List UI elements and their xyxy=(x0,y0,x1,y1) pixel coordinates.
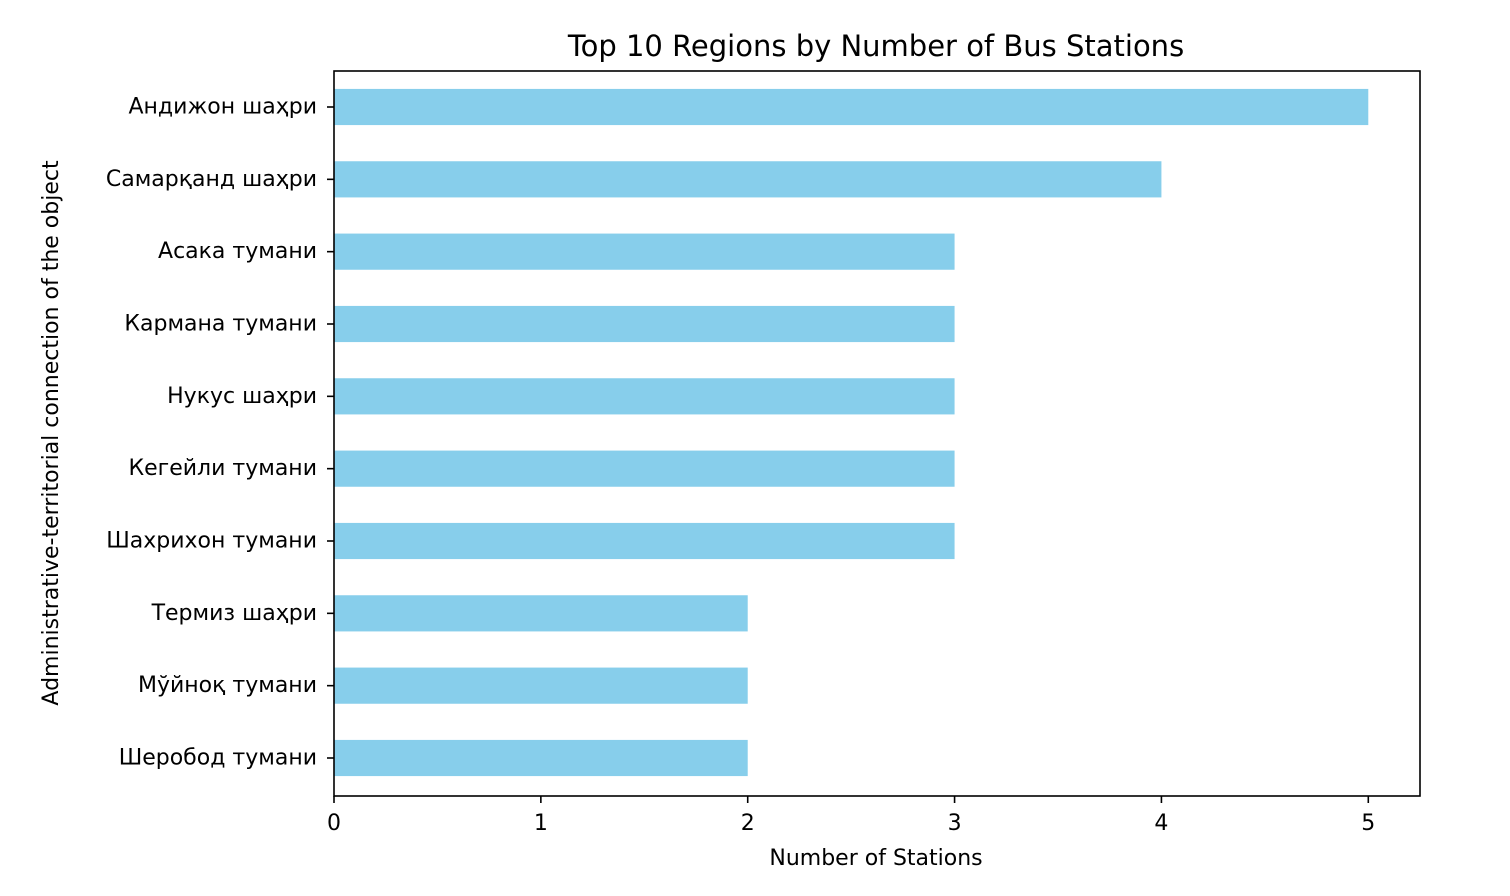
y-tick-label: Кегейли тумани xyxy=(129,456,318,481)
y-tick-label: Нукус шаҳри xyxy=(167,384,317,409)
bars-group xyxy=(334,88,1369,777)
bar xyxy=(334,595,748,632)
bar xyxy=(334,88,1369,126)
x-tick-label: 2 xyxy=(741,811,755,836)
bar xyxy=(334,739,748,777)
x-tick-label: 5 xyxy=(1361,811,1375,836)
chart-title: Top 10 Regions by Number of Bus Stations xyxy=(567,29,1184,63)
x-tick-label: 4 xyxy=(1154,811,1168,836)
x-axis-label: Number of Stations xyxy=(769,846,982,871)
bar xyxy=(334,667,748,704)
y-axis-label: Administrative-territorial connection of… xyxy=(39,160,64,706)
bar xyxy=(334,522,955,560)
bar xyxy=(334,378,955,415)
y-tick-label: Андижон шаҳри xyxy=(129,95,318,120)
bar xyxy=(334,450,955,487)
y-tick-label: Мўйноқ тумани xyxy=(138,673,317,698)
y-tick-label: Самарқанд шаҳри xyxy=(106,167,317,192)
y-tick-label: Асака тумани xyxy=(158,239,317,264)
y-tick-label: Термиз шаҳри xyxy=(151,601,317,626)
x-tick-label: 1 xyxy=(534,811,548,836)
x-tick-label: 3 xyxy=(948,811,962,836)
y-axis-ticks: Андижон шаҳри Самарқанд шаҳри Асака тумани… xyxy=(106,95,334,771)
y-tick-label: Шахрихон тумани xyxy=(106,529,317,554)
y-tick-label: Кармана тумани xyxy=(124,312,317,337)
y-tick-label: Шеробод тумани xyxy=(119,746,317,771)
bar xyxy=(334,305,955,343)
bar xyxy=(334,161,1162,198)
plot-frame xyxy=(333,70,1421,797)
bar xyxy=(334,233,955,270)
x-tick-label: 0 xyxy=(327,811,341,836)
x-axis-ticks: 0 1 2 3 4 5 xyxy=(327,796,1375,836)
